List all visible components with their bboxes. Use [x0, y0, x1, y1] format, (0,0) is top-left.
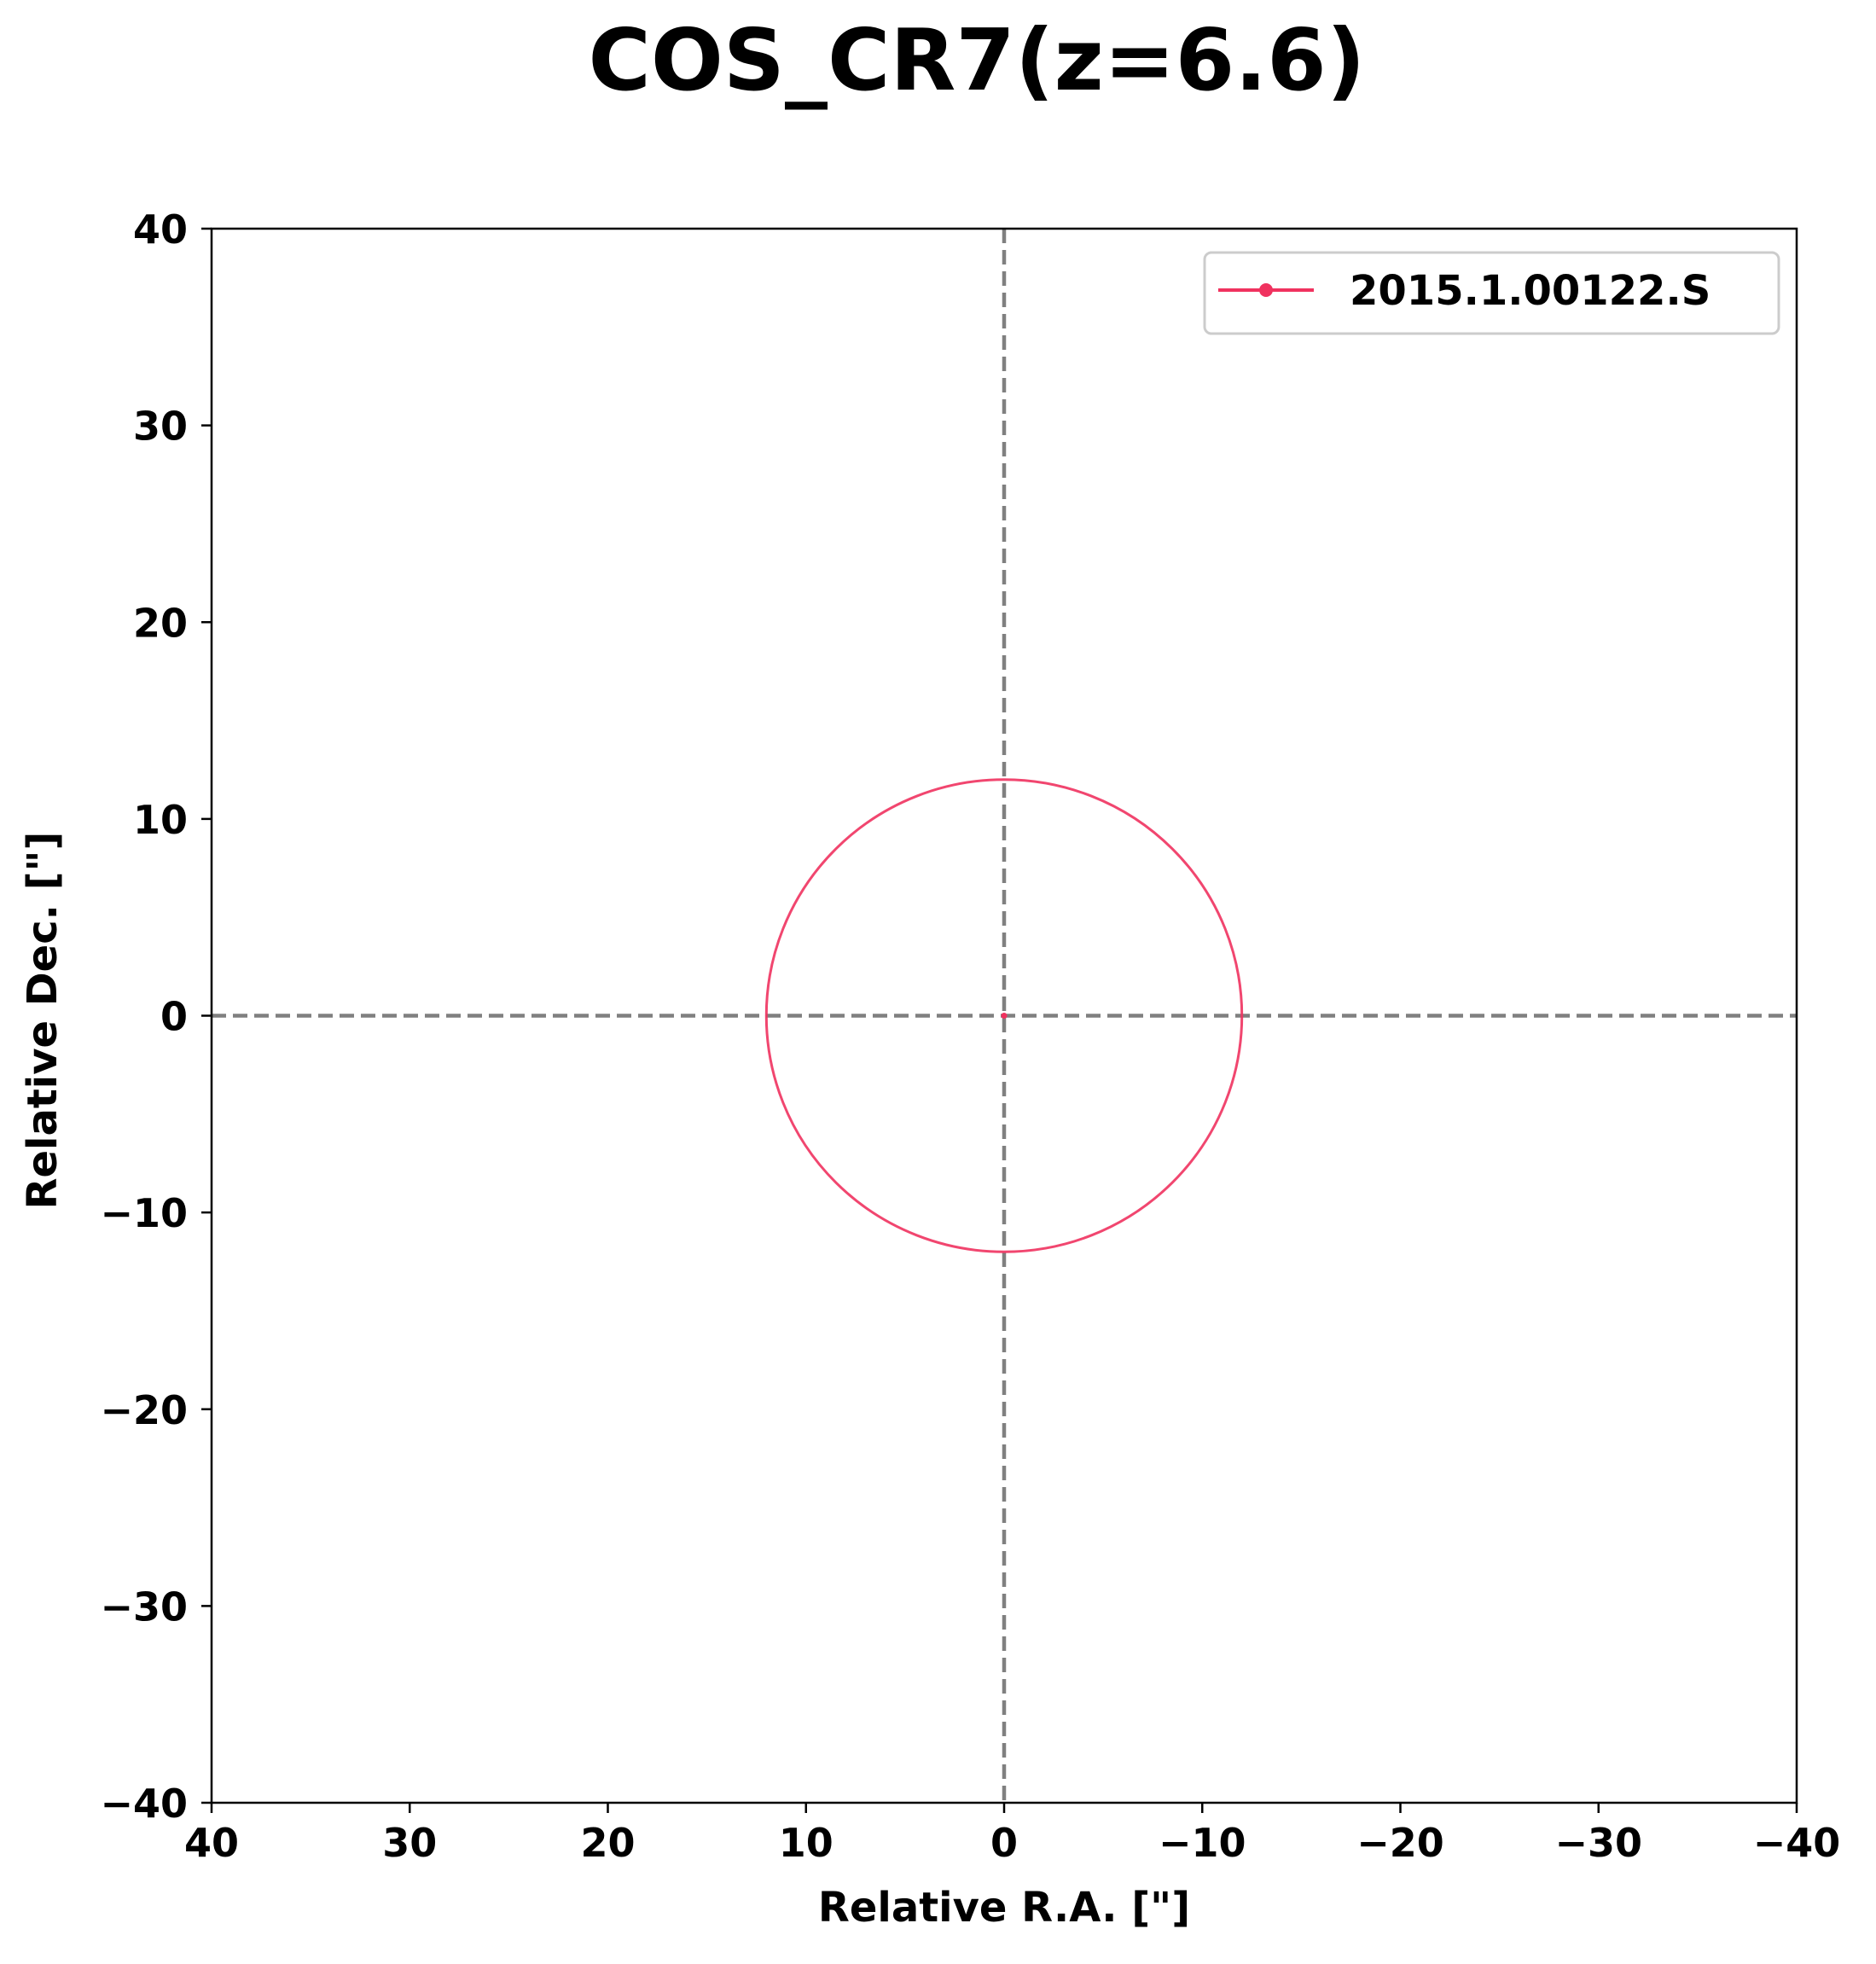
x-tick-label-8: −40 [1753, 1820, 1841, 1866]
x-tick-label-2: 20 [580, 1820, 635, 1866]
y-tick-label-3: 10 [133, 797, 188, 843]
y-tick-label-2: 20 [133, 600, 188, 646]
x-tick-label-3: 10 [779, 1820, 833, 1866]
x-tick-label-0: 40 [184, 1820, 239, 1866]
y-tick-label-0: 40 [133, 206, 188, 253]
x-tick-label-5: −10 [1159, 1820, 1246, 1866]
y-axis-label: Relative Dec. ["] [19, 832, 67, 1210]
y-tick-label-5: −10 [100, 1190, 188, 1236]
y-tick-label-1: 30 [133, 404, 188, 450]
x-tick-label-7: −30 [1554, 1820, 1642, 1866]
legend-frame [1203, 251, 1780, 335]
y-tick-label-8: −40 [100, 1781, 188, 1827]
x-axis-label: Relative R.A. ["] [818, 1884, 1190, 1932]
y-tick-label-4: 0 [160, 994, 188, 1040]
series-0-point-0 [1001, 1013, 1008, 1019]
x-tick-label-6: −20 [1356, 1820, 1444, 1866]
chart-title: COS_CR7(z=6.6) [589, 10, 1366, 110]
legend: 2015.1.00122.S [1203, 251, 1780, 335]
legend-marker-dot [1259, 283, 1273, 297]
series-0-circle-0 [764, 778, 1244, 1253]
x-tick-label-4: 0 [990, 1820, 1018, 1866]
x-tick-label-1: 30 [382, 1820, 437, 1866]
y-tick-label-7: −30 [100, 1583, 188, 1630]
y-tick-label-6: −20 [100, 1387, 188, 1433]
legend-entry-label: 2015.1.00122.S [1350, 267, 1710, 315]
